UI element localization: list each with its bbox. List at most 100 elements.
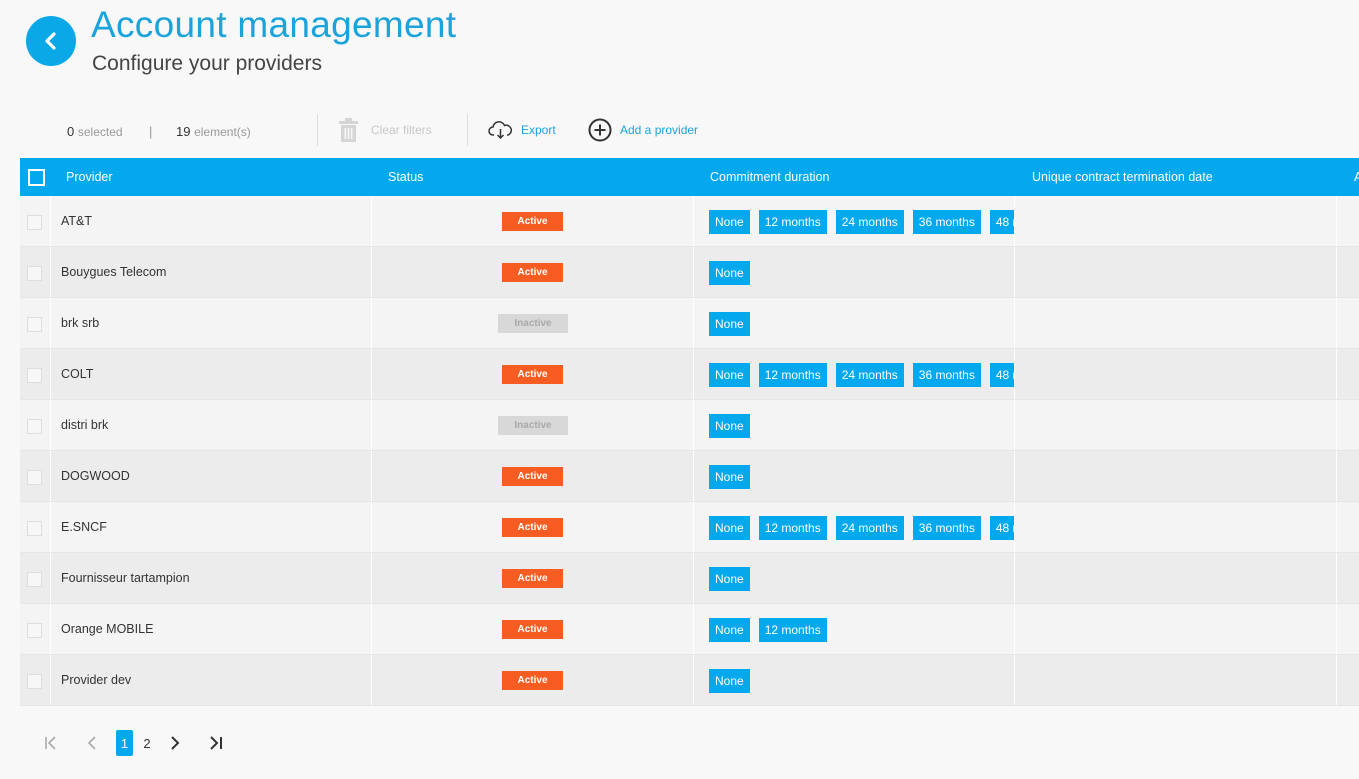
page-title: Account management xyxy=(91,4,457,45)
duration-chip[interactable]: 12 months xyxy=(758,516,827,540)
row-checkbox[interactable] xyxy=(27,215,42,230)
status-badge: Active xyxy=(502,620,563,639)
table-row[interactable]: COLT Active None 12 months 24 months 36 month… xyxy=(20,349,1359,400)
cell-divider xyxy=(1014,298,1015,348)
page-1-button[interactable]: 1 xyxy=(116,730,133,756)
row-checkbox[interactable] xyxy=(27,266,42,281)
duration-chip[interactable]: 24 months xyxy=(835,210,904,234)
add-provider-button[interactable]: Add a provider xyxy=(588,117,698,143)
duration-chip[interactable]: 12 months xyxy=(758,618,827,642)
duration-chip[interactable]: None xyxy=(709,618,750,642)
table-row[interactable]: Bouygues Telecom Active None xyxy=(20,247,1359,298)
duration-chip[interactable]: None xyxy=(709,261,750,285)
column-header-status[interactable]: Status xyxy=(388,170,424,184)
cell-divider xyxy=(50,196,51,246)
cell-divider xyxy=(1336,502,1337,552)
page-2-button[interactable]: 2 xyxy=(143,735,151,751)
table-row[interactable]: distri brk Inactive None xyxy=(20,400,1359,451)
cell-divider xyxy=(1014,349,1015,399)
row-checkbox[interactable] xyxy=(27,368,42,383)
cell-divider xyxy=(50,655,51,705)
duration-chip[interactable]: None xyxy=(709,312,750,336)
cell-divider xyxy=(693,502,694,552)
commitment-durations: None xyxy=(709,465,1014,489)
duration-chip[interactable]: 48 months xyxy=(989,516,1014,540)
clear-filters-label: Clear filters xyxy=(371,123,432,137)
duration-chip[interactable]: None xyxy=(709,363,750,387)
table-row[interactable]: Fournisseur tartampion Active None xyxy=(20,553,1359,604)
chevron-left-icon xyxy=(45,32,56,50)
row-checkbox[interactable] xyxy=(27,623,42,638)
duration-chip[interactable]: 48 months xyxy=(989,210,1014,234)
column-header-provider[interactable]: Provider xyxy=(66,170,113,184)
cell-divider xyxy=(1014,655,1015,705)
last-page-icon xyxy=(210,736,222,750)
row-checkbox[interactable] xyxy=(27,572,42,587)
cell-divider xyxy=(371,604,372,654)
duration-chip[interactable]: 36 months xyxy=(912,363,981,387)
status-badge: Active xyxy=(502,518,563,537)
duration-chip[interactable]: None xyxy=(709,414,750,438)
column-header-commitment[interactable]: Commitment duration xyxy=(710,170,830,184)
row-checkbox[interactable] xyxy=(27,419,42,434)
cell-divider xyxy=(1014,553,1015,603)
duration-chip[interactable]: 12 months xyxy=(758,363,827,387)
cell-divider xyxy=(1336,451,1337,501)
commitment-durations: None 12 months 24 months 36 months 48 months xyxy=(709,210,1014,234)
provider-name: Fournisseur tartampion xyxy=(61,571,190,585)
element-label: element(s) xyxy=(194,125,251,139)
cell-divider xyxy=(1336,247,1337,297)
status-badge: Inactive xyxy=(498,416,568,435)
export-label: Export xyxy=(521,123,556,137)
cell-divider xyxy=(1014,604,1015,654)
column-header-next[interactable]: A xyxy=(1354,170,1359,184)
counter-separator: | xyxy=(149,124,153,139)
table-row[interactable]: DOGWOOD Active None xyxy=(20,451,1359,502)
column-header-termination[interactable]: Unique contract termination date xyxy=(1032,170,1213,184)
row-checkbox[interactable] xyxy=(27,317,42,332)
table-row[interactable]: Orange MOBILE Active None 12 months xyxy=(20,604,1359,655)
status-badge: Active xyxy=(502,467,563,486)
cell-divider xyxy=(50,247,51,297)
cell-divider xyxy=(693,400,694,450)
table-row[interactable]: Provider dev Active None xyxy=(20,655,1359,706)
first-page-icon xyxy=(45,736,56,750)
duration-chip[interactable]: 48 months xyxy=(989,363,1014,387)
element-counter: 19 element(s) xyxy=(176,124,251,139)
next-page-button[interactable] xyxy=(166,730,184,756)
duration-chip[interactable]: 24 months xyxy=(835,363,904,387)
duration-chip[interactable]: 36 months xyxy=(912,516,981,540)
previous-page-button[interactable] xyxy=(82,730,102,756)
provider-name: E.SNCF xyxy=(61,520,107,534)
trash-icon xyxy=(339,118,358,142)
duration-chip[interactable]: None xyxy=(709,669,750,693)
duration-chip[interactable]: 36 months xyxy=(912,210,981,234)
table-row[interactable]: E.SNCF Active None 12 months 24 months 36 mon… xyxy=(20,502,1359,553)
commitment-durations: None xyxy=(709,261,1014,285)
toolbar: 0 selected | 19 element(s) Clear filters… xyxy=(0,112,1359,148)
table-row[interactable]: brk srb Inactive None xyxy=(20,298,1359,349)
duration-chip[interactable]: None xyxy=(709,210,750,234)
first-page-button[interactable] xyxy=(40,730,62,756)
cell-divider xyxy=(371,553,372,603)
row-checkbox[interactable] xyxy=(27,521,42,536)
select-all-checkbox[interactable] xyxy=(28,169,45,186)
duration-chip[interactable]: None xyxy=(709,567,750,591)
back-button[interactable] xyxy=(26,16,76,66)
commitment-durations: None 12 months 24 months 36 months 48 months xyxy=(709,516,1014,540)
clear-filters-button[interactable]: Clear filters xyxy=(338,117,432,143)
duration-chip[interactable]: 12 months xyxy=(758,210,827,234)
cell-divider xyxy=(1336,655,1337,705)
duration-chip[interactable]: None xyxy=(709,516,750,540)
export-button[interactable]: Export xyxy=(488,117,556,143)
cell-divider xyxy=(50,349,51,399)
row-checkbox[interactable] xyxy=(27,674,42,689)
chevron-left-icon xyxy=(87,736,96,750)
duration-chip[interactable]: None xyxy=(709,465,750,489)
commitment-durations: None 12 months xyxy=(709,618,1014,642)
row-checkbox[interactable] xyxy=(27,470,42,485)
duration-chip[interactable]: 24 months xyxy=(835,516,904,540)
provider-name: brk srb xyxy=(61,316,100,330)
last-page-button[interactable] xyxy=(204,730,226,756)
table-row[interactable]: AT&T Active None 12 months 24 months 36 month… xyxy=(20,196,1359,247)
